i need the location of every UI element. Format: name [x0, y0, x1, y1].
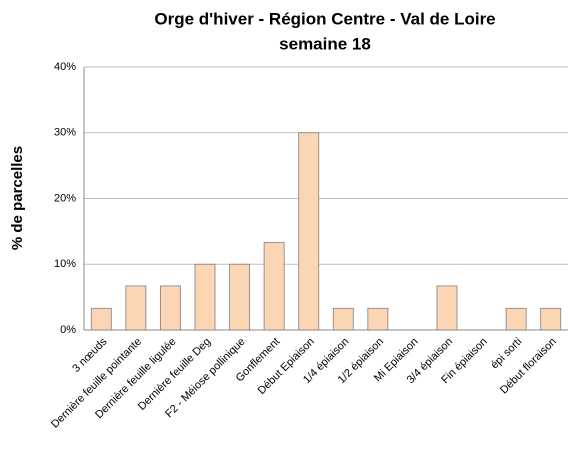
y-tick-label: 10%: [54, 258, 76, 270]
bar: [540, 307, 562, 331]
y-tick-label: 40%: [54, 61, 76, 73]
chart-subtitle: semaine 18: [279, 34, 371, 53]
y-tick-label: 30%: [54, 127, 76, 139]
bar: [160, 285, 181, 331]
bar: [125, 285, 147, 331]
bar: [367, 307, 389, 331]
chart-title: Orge d'hiver - Région Centre - Val de Lo…: [154, 9, 495, 28]
bar: [505, 307, 527, 331]
bar: [229, 263, 250, 331]
y-tick-label: 0%: [60, 324, 76, 336]
bar: [90, 307, 112, 331]
y-axis-label: % de parcelles: [9, 146, 26, 250]
bar: [436, 285, 458, 331]
bar: [263, 242, 285, 331]
bar: [332, 307, 354, 331]
bar: [194, 263, 216, 331]
y-tick-label: 20%: [54, 192, 76, 204]
bar: [298, 132, 320, 331]
